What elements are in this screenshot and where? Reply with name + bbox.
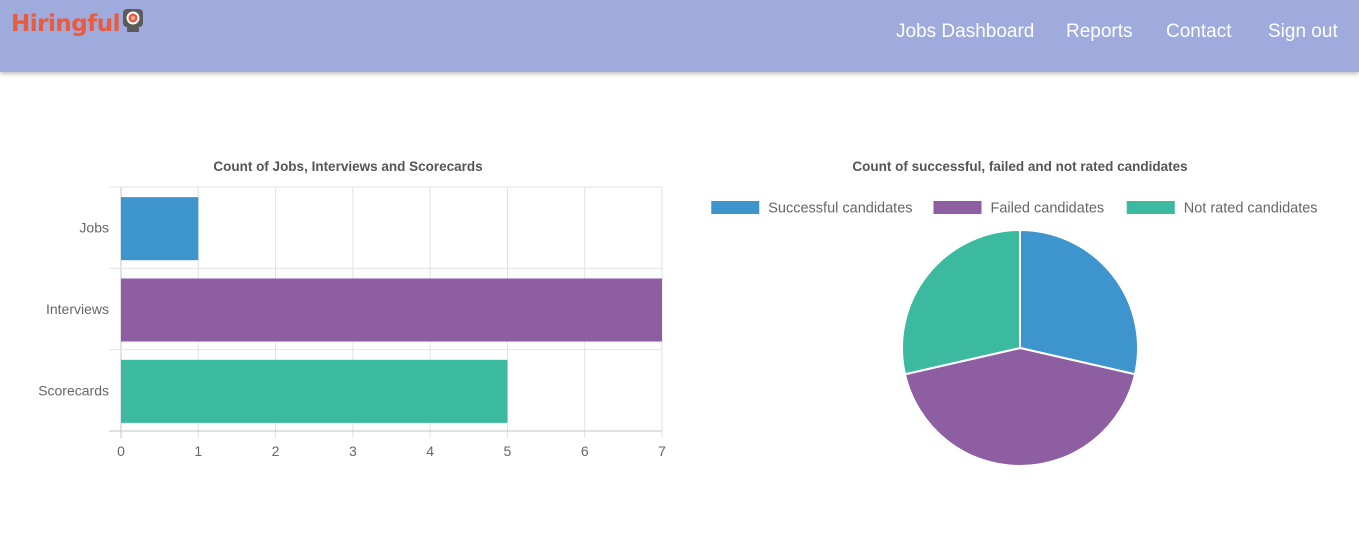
bar-chart-title: Count of Jobs, Interviews and Scorecards [213,159,482,174]
bar-chart: Count of Jobs, Interviews and Scorecards… [38,159,666,459]
x-tick-label: 4 [426,443,434,459]
pie-chart-title: Count of successful, failed and not rate… [852,159,1187,174]
nav-jobs-dashboard[interactable]: Jobs Dashboard [896,21,1035,42]
legend-swatch [933,201,982,214]
bar-interviews[interactable] [121,278,662,342]
bar-chart-bars [121,197,662,423]
legend-label: Not rated candidates [1184,201,1318,217]
y-tick-label: Interviews [46,301,109,317]
x-tick-label: 6 [581,443,589,459]
webcam-icon [122,9,143,32]
legend-item[interactable]: Successful candidates [711,201,913,217]
x-tick-label: 7 [658,443,666,459]
x-tick-label: 1 [194,443,202,459]
pie-chart: Count of successful, failed and not rate… [711,159,1318,467]
pie-slice-not[interactable] [901,228,1021,376]
pie-slice-failed[interactable] [903,346,1137,467]
top-navbar: Hiringful Jobs Dashboard Reports Contact… [0,0,1359,72]
nav-sign-out[interactable]: Sign out [1268,21,1338,42]
hiringful-logo[interactable]: Hiringful [11,8,145,40]
legend-swatch [1126,201,1175,214]
y-tick-label: Scorecards [38,382,109,398]
pie-chart-slices [901,228,1139,467]
legend-item[interactable]: Failed candidates [933,201,1105,217]
bar-jobs[interactable] [121,197,199,261]
x-tick-label: 2 [272,443,280,459]
pie-chart-legend: Successful candidates Failed candidates No… [711,201,1318,217]
x-tick-label: 5 [504,443,512,459]
bar-chart-y-labels: Jobs Interviews Scorecards [38,220,109,399]
legend-swatch [711,201,760,214]
logo-text: Hiringful [11,11,120,37]
legend-item[interactable]: Not rated candidates [1126,201,1318,217]
legend-label: Failed candidates [991,201,1105,217]
x-tick-label: 3 [349,443,357,459]
y-tick-label: Jobs [79,220,109,236]
nav-reports[interactable]: Reports [1066,21,1133,42]
legend-label: Successful candidates [768,201,912,217]
pie-slice-successful[interactable] [1019,228,1139,376]
nav-contact[interactable]: Contact [1166,21,1232,42]
bar-chart-x-labels: 0 1 2 3 4 5 6 7 [117,443,666,459]
bar-scorecards[interactable] [121,359,508,423]
x-tick-label: 0 [117,443,125,459]
